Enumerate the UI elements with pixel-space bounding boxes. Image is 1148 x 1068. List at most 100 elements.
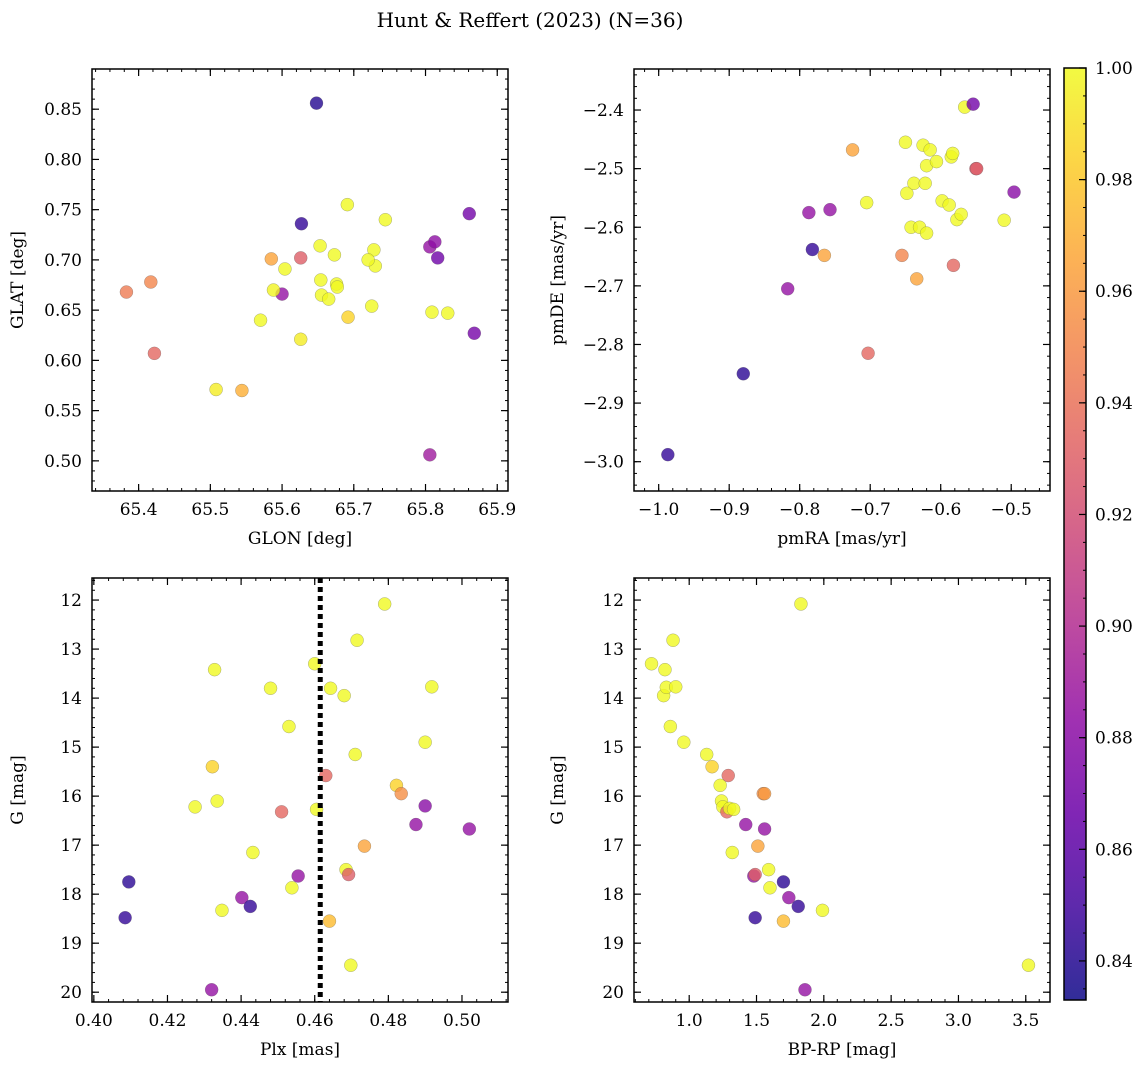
y-tick-label: 18 xyxy=(602,885,624,905)
y-tick-label: −3.0 xyxy=(583,453,624,473)
data-point xyxy=(274,805,289,819)
x-tick-label: 65.9 xyxy=(478,500,516,520)
axes-frame xyxy=(633,577,1051,1003)
x-tick-label: 65.5 xyxy=(191,500,229,520)
y-tick-label: 18 xyxy=(60,885,82,905)
y-tick-label: 13 xyxy=(60,640,82,660)
data-point xyxy=(802,205,816,220)
colorbar-tick-label: 0.96 xyxy=(1095,282,1133,302)
data-point xyxy=(144,275,158,289)
panel-3: 0.40 0.42 0.44 0.46 0.48 0.50 12 13 14 15 16 17 18 19… xyxy=(8,577,509,1060)
data-point xyxy=(367,243,381,257)
data-point xyxy=(441,306,455,320)
x-tick-label: 0.50 xyxy=(443,1011,481,1031)
data-point xyxy=(748,910,762,925)
y-tick-label: −2.7 xyxy=(583,277,624,297)
points xyxy=(118,597,477,997)
colorbar-tick-label: 0.94 xyxy=(1095,394,1133,414)
data-point xyxy=(314,273,328,287)
data-point xyxy=(378,213,393,227)
data-point xyxy=(327,248,342,262)
data-point xyxy=(266,283,281,297)
x-axis-label: pmRA [mas/yr] xyxy=(777,529,906,549)
data-point xyxy=(361,253,375,267)
y-tick-label: 0.75 xyxy=(44,201,82,221)
data-point xyxy=(118,910,132,925)
data-point xyxy=(309,96,324,110)
data-point xyxy=(322,914,337,928)
data-point xyxy=(341,310,355,324)
data-point xyxy=(669,680,683,694)
x-tick-label: 65.7 xyxy=(335,500,373,520)
data-point xyxy=(663,719,678,734)
x-tick-label: −0.9 xyxy=(709,500,750,520)
data-point xyxy=(235,890,249,905)
y-tick-label: 0.55 xyxy=(44,402,82,422)
data-point xyxy=(188,800,202,814)
data-point xyxy=(377,597,392,611)
panel-4: 1.0 1.5 2.0 2.5 3.0 3.5 12 13 14 15 16 17 18 19 20 BP-R… xyxy=(548,577,1051,1060)
x-tick-label: 0.44 xyxy=(222,1011,260,1031)
data-point xyxy=(910,272,924,286)
y-tick-label: 0.80 xyxy=(44,150,82,170)
y-tick-label: 0.60 xyxy=(44,351,82,371)
y-tick-label: 0.65 xyxy=(44,301,82,321)
colorbar-tick-label: 0.86 xyxy=(1095,840,1133,860)
data-point xyxy=(661,447,675,462)
x-tick-label: 0.46 xyxy=(296,1011,334,1031)
data-point xyxy=(739,817,753,832)
y-tick-label: 14 xyxy=(602,689,624,709)
data-point xyxy=(235,383,249,398)
data-point xyxy=(859,195,874,210)
data-point xyxy=(294,251,308,265)
data-point xyxy=(929,154,944,169)
x-tick-label: 0.48 xyxy=(369,1011,407,1031)
data-point xyxy=(781,282,795,296)
data-point xyxy=(423,448,437,462)
data-point xyxy=(713,778,727,793)
data-point xyxy=(954,207,968,222)
data-point xyxy=(794,597,808,611)
y-tick-label: 15 xyxy=(602,738,624,758)
data-point xyxy=(119,285,134,299)
y-tick-label: 0.50 xyxy=(44,452,82,472)
x-tick-label: 1.0 xyxy=(676,1011,703,1031)
x-tick-label: 65.4 xyxy=(120,500,158,520)
data-point xyxy=(264,252,279,266)
x-tick-label: −0.8 xyxy=(779,500,820,520)
x-tick-label: −0.5 xyxy=(991,500,1032,520)
x-tick-label: 1.5 xyxy=(743,1011,770,1031)
data-point xyxy=(418,799,432,813)
data-point xyxy=(946,258,961,273)
data-point xyxy=(291,869,305,883)
data-point xyxy=(736,367,750,381)
colorbar-tick-label: 0.98 xyxy=(1095,171,1133,191)
data-point xyxy=(344,958,358,972)
data-point xyxy=(462,206,476,221)
figure-title: Hunt & Reffert (2023) (N=36) xyxy=(377,8,684,32)
y-tick-label: 13 xyxy=(602,640,624,660)
data-point xyxy=(313,239,327,253)
data-point xyxy=(253,313,268,327)
data-point xyxy=(705,760,719,774)
data-point xyxy=(966,97,980,111)
data-point xyxy=(919,226,934,240)
data-point xyxy=(677,735,691,749)
data-point xyxy=(699,747,714,762)
data-point xyxy=(815,903,830,918)
colorbar-tick-label: 1.00 xyxy=(1095,59,1133,79)
data-point xyxy=(431,251,445,265)
data-point xyxy=(462,822,477,836)
panel-2: −1.0 −0.9 −0.8 −0.7 −0.6 −0.5 −3.0 −2.9 −2.8 −2.7… xyxy=(548,68,1051,549)
data-point xyxy=(294,332,308,346)
x-tick-label: 3.0 xyxy=(945,1011,972,1031)
data-point xyxy=(763,881,777,895)
y-tick-label: 17 xyxy=(60,836,82,856)
data-point xyxy=(285,881,299,895)
data-point xyxy=(209,382,223,397)
data-point xyxy=(782,890,796,905)
y-tick-label: −2.4 xyxy=(583,101,624,121)
data-point xyxy=(348,747,362,762)
data-point xyxy=(215,903,229,918)
